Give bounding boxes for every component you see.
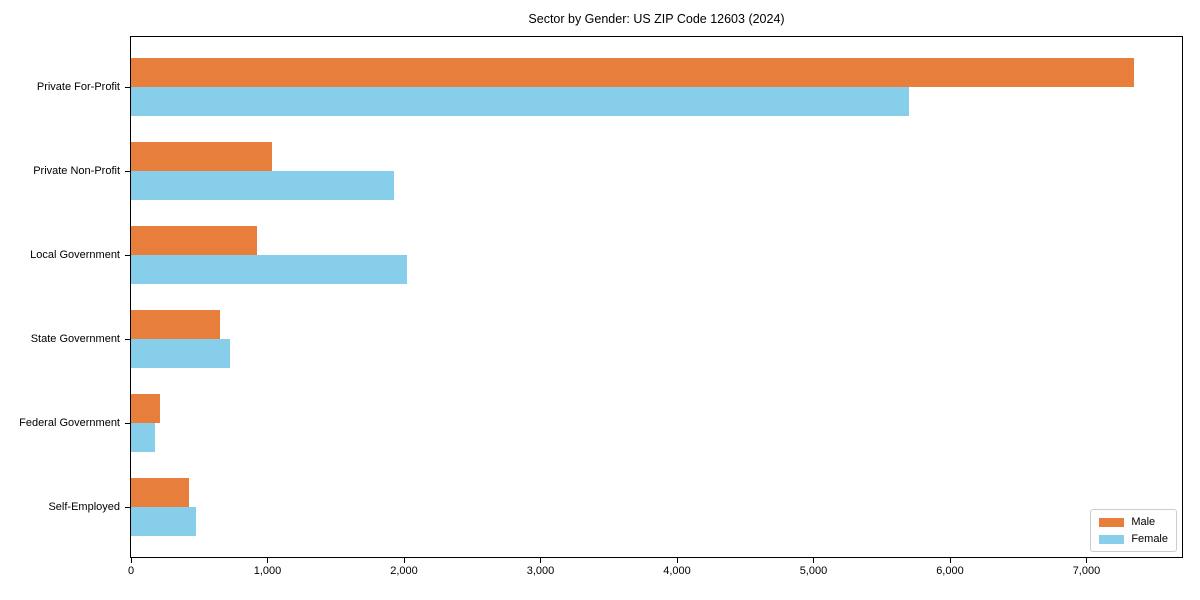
bar-row [131,45,1182,129]
plot-area: Male Female [130,36,1183,558]
x-tick-mark [403,558,405,563]
legend-label-male: Male [1131,516,1156,528]
x-tick-label: 6,000 [936,565,964,577]
x-tick-label: 5,000 [799,565,828,577]
y-tick-label: Self-Employed [48,501,120,513]
bar-male-0 [131,58,1135,87]
legend-swatch-female [1099,534,1125,544]
x-tick-mark [949,558,951,563]
x-tick-mark [676,558,678,563]
x-tick-label: 3,000 [526,565,555,577]
bar-row [131,381,1182,465]
bar-male-1 [131,142,272,171]
y-tick-mark [125,507,130,508]
y-tick-label: Private For-Profit [36,81,120,93]
y-tick-label: Private Non-Profit [33,165,120,177]
bar-male-4 [131,394,160,423]
bar-female-3 [131,339,230,368]
bar-female-2 [131,255,408,284]
y-tick-mark [125,87,130,88]
x-tick-label: 0 [127,565,135,577]
bar-row [131,129,1182,213]
x-tick-mark [1086,558,1088,563]
legend-item-male: Male [1099,516,1168,528]
bar-female-4 [131,423,155,452]
x-tick-label: 4,000 [663,565,691,577]
bar-male-3 [131,310,221,339]
x-tick-mark [813,558,815,563]
y-tick-label: Federal Government [19,417,120,429]
bar-female-5 [131,507,196,536]
y-tick-mark [125,339,130,340]
x-tick-mark [540,558,542,563]
y-tick-label: Local Government [30,249,120,261]
y-tick-mark [125,171,130,172]
bar-row [131,465,1182,549]
y-tick-label: State Government [30,333,120,345]
x-tick-mark [131,558,132,563]
legend-swatch-male [1099,517,1125,527]
bar-male-5 [131,478,189,507]
y-tick-mark [125,423,130,424]
bar-row [131,213,1182,297]
chart-title: Sector by Gender: US ZIP Code 12603 (202… [528,12,785,26]
x-tick-label: 1,000 [253,565,282,577]
legend: Male Female [1090,509,1177,552]
bar-female-1 [131,171,395,200]
bar-male-2 [131,226,258,255]
legend-item-female: Female [1099,533,1168,545]
x-tick-mark [267,558,269,563]
bar-row [131,297,1182,381]
x-tick-label: 7,000 [1072,565,1101,577]
y-tick-mark [125,255,130,256]
bar-female-0 [131,87,909,116]
x-tick-label: 2,000 [390,565,418,577]
legend-label-female: Female [1131,533,1168,545]
